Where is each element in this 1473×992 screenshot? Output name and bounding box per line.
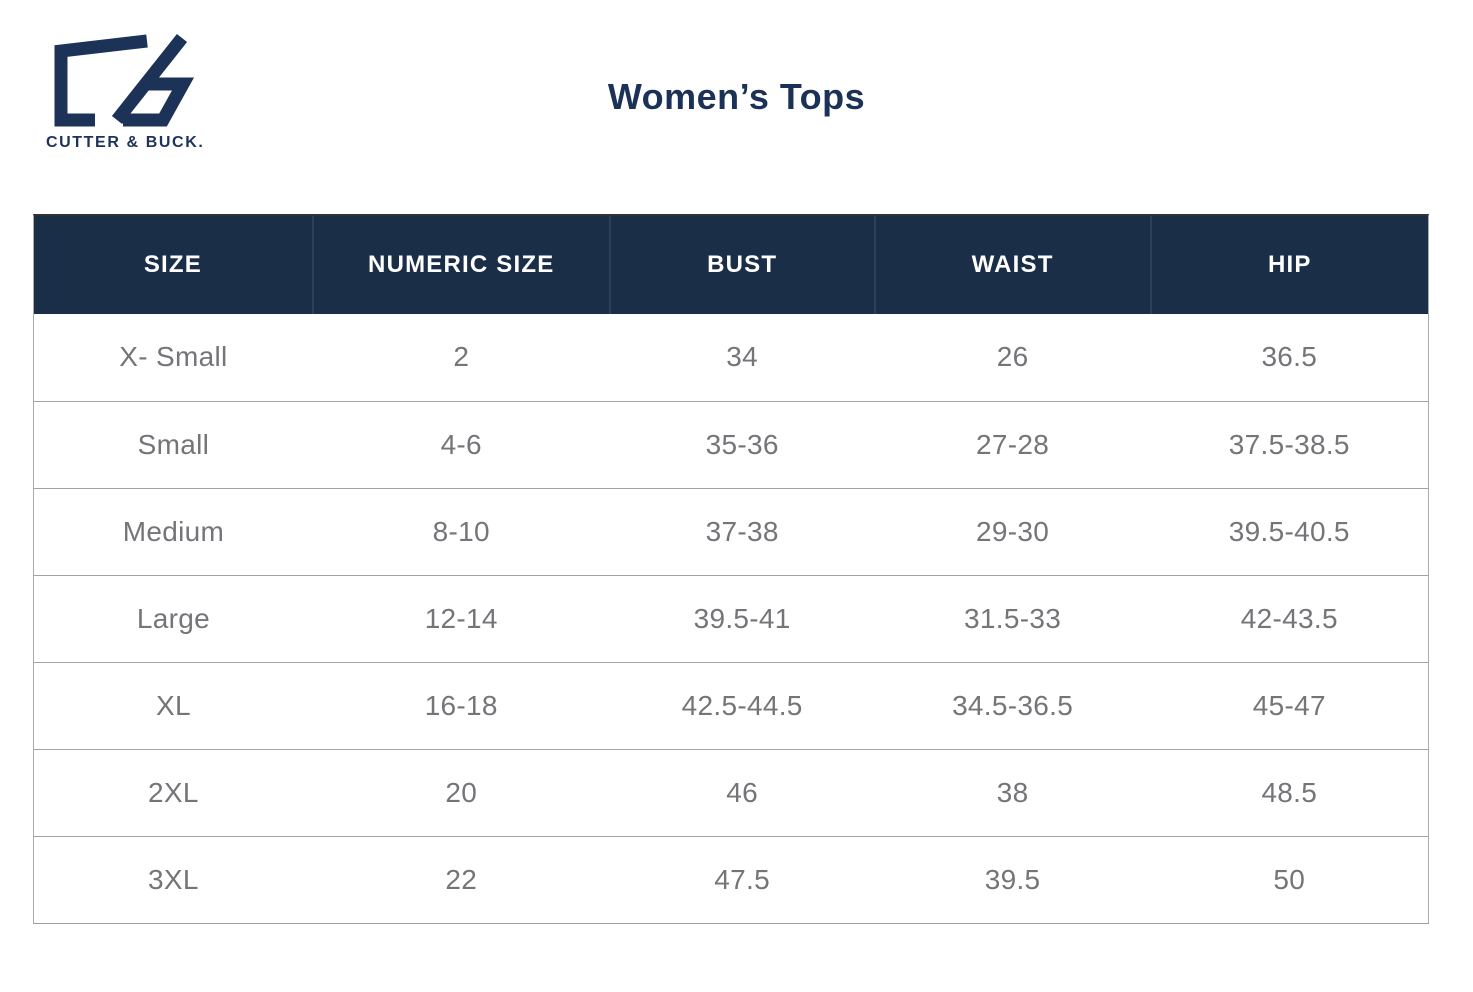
- column-header-size: SIZE: [34, 216, 313, 314]
- page-header: CUTTER & BUCK. Women’s Tops: [0, 0, 1473, 160]
- row-label: X- Small: [119, 341, 228, 373]
- table-cell: 50: [1273, 863, 1306, 895]
- table-cell: 22: [445, 863, 478, 895]
- page-title: Women’s Tops: [607, 76, 866, 117]
- table-row: Medium 8-10 37-38 29-30 39.5-40.5: [34, 488, 1428, 575]
- column-header-hip: HIP: [1149, 216, 1428, 314]
- row-label: 3XL: [148, 863, 199, 895]
- table-cell: 36.5: [1261, 341, 1318, 373]
- table-cell: 4-6: [440, 428, 482, 460]
- table-cell: 8-10: [432, 515, 490, 547]
- table-cell: 35-36: [705, 428, 779, 460]
- row-label: Large: [136, 602, 210, 634]
- table-cell: 29-30: [976, 515, 1050, 547]
- table-cell: 38: [996, 776, 1029, 808]
- table-row: 3XL 22 47.5 39.5 50: [34, 836, 1428, 923]
- table-row: Large 12-14 39.5-41 31.5-33 42-43.5: [34, 575, 1428, 662]
- row-label: Small: [137, 428, 210, 460]
- row-label: XL: [155, 689, 191, 721]
- table-row: XL 16-18 42.5-44.5 34.5-36.5 45-47: [34, 662, 1428, 749]
- table-cell: 16-18: [424, 689, 498, 721]
- table-cell: 47.5: [714, 863, 770, 895]
- table-cell: 37.5-38.5: [1228, 428, 1350, 460]
- column-header-bust: BUST: [608, 216, 875, 314]
- table-cell: 46: [726, 776, 759, 808]
- table-cell: 12-14: [424, 602, 498, 634]
- row-label: Medium: [122, 515, 225, 547]
- table-cell: 39.5-40.5: [1228, 515, 1350, 547]
- table-cell: 26: [996, 341, 1029, 373]
- table-row: Small 4-6 35-36 27-28 37.5-38.5: [34, 401, 1428, 488]
- table-cell: 45-47: [1252, 689, 1326, 721]
- table-cell: 31.5-33: [964, 602, 1062, 634]
- table-cell: 20: [445, 776, 478, 808]
- table-cell: 39.5: [984, 863, 1041, 895]
- table-row: 2XL 20 46 38 48.5: [34, 749, 1428, 836]
- size-chart-table: SIZE NUMERIC SIZE BUST WAIST HIP X- Smal…: [33, 214, 1429, 924]
- table-cell: 34.5-36.5: [952, 689, 1074, 721]
- cutter-buck-logo: CUTTER & BUCK.: [46, 32, 206, 152]
- table-cell: 37-38: [705, 515, 779, 547]
- brand-wordmark: CUTTER & BUCK.: [46, 134, 205, 151]
- table-cell: 42.5-44.5: [681, 689, 803, 721]
- cb-monogram-icon: [54, 33, 195, 127]
- table-cell: 39.5-41: [693, 602, 791, 634]
- row-label: 2XL: [148, 776, 199, 808]
- table-row: X- Small 2 34 26 36.5: [34, 314, 1428, 401]
- table-cell: 34: [726, 341, 759, 373]
- header-row: SIZE NUMERIC SIZE BUST WAIST HIP: [34, 216, 1428, 314]
- column-header-numeric-size: NUMERIC SIZE: [311, 216, 610, 314]
- column-header-waist: WAIST: [873, 216, 1151, 314]
- table-cell: 2: [453, 341, 470, 373]
- table-cell: 42-43.5: [1240, 602, 1338, 634]
- table-cell: 48.5: [1261, 776, 1318, 808]
- table-cell: 27-28: [976, 428, 1050, 460]
